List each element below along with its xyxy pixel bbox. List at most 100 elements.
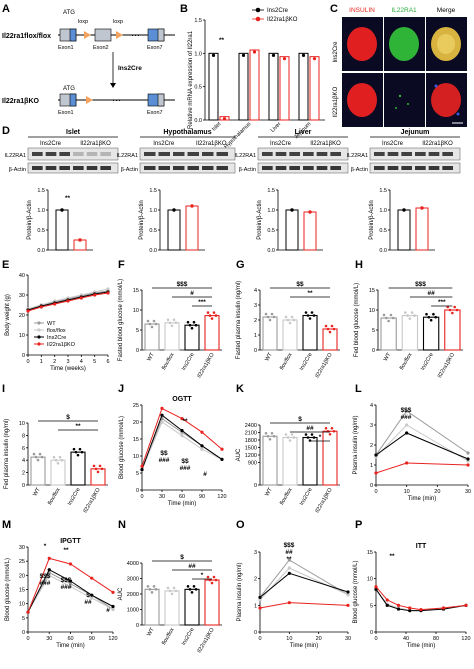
panelL-series-line-3 <box>375 462 469 474</box>
panelJ-point-2-1 <box>160 413 164 417</box>
panelP-title: ITT <box>416 543 427 550</box>
micro-ko-il22ra1 <box>384 73 425 127</box>
panel-d-group-ko-3: Il22ra1βKO <box>422 141 453 147</box>
panelG-ylabel: Fasted plasma insulin (ng/ml) <box>236 281 242 359</box>
panel-d-band-0-3 <box>73 152 84 156</box>
panelJ-point-3-3 <box>200 430 204 434</box>
islet-merge-2 <box>431 83 461 117</box>
panelE-ytick-label-1: 10 <box>19 333 25 339</box>
panelG-dot-3-0 <box>324 324 328 328</box>
panelK-category-0: WT <box>264 486 274 497</box>
panelG-dot-3-2 <box>328 330 332 334</box>
panelM-xtick-label-2: 60 <box>67 636 73 642</box>
panelO-xtick-label-2: 20 <box>316 636 322 642</box>
panel-d-2-ytick-label-3: 1.5 <box>267 188 275 194</box>
panel-l: 0 1 2 3 4 Plasma insulin (ng/ml) 0 10 20 30 Time (… <box>353 403 471 502</box>
panelH-dot-1-3 <box>410 311 414 314</box>
panel-label-g: G <box>236 259 245 271</box>
panelI-dot-3-2 <box>96 470 100 474</box>
panelF-dot-3-2 <box>210 317 214 320</box>
panelN-dot-3-1 <box>208 578 212 582</box>
panelJ-point-1-3 <box>200 447 204 451</box>
panel-d-band-1-3 <box>187 152 199 156</box>
panelE-xtick-label-5: 5 <box>93 359 96 365</box>
panelK-dot-3-4 <box>332 429 336 433</box>
panel-label-n: N <box>118 519 126 531</box>
panelO-xtick-label-0: 0 <box>258 636 261 642</box>
panelI-dot-1-0 <box>52 455 56 459</box>
panel-p: 0 5 10 15 Blood glucose (mmol/L) 0 40 80 120 Time… <box>353 543 471 649</box>
panel-h: 0 5 10 15 Fed blood glucose (mmol/L) WT flox/f… <box>354 281 463 379</box>
panelP-point-3-0 <box>374 585 378 589</box>
panelM-sig-3: ### <box>40 580 51 587</box>
panelP-sig-0: ** <box>389 553 395 560</box>
panelE-legend-marker-1 <box>37 328 41 332</box>
panelN-ytick-label-2: 2000 <box>127 592 139 598</box>
panelH-dot-0-0 <box>382 313 386 317</box>
panelH-ytick-label-3: 15 <box>369 288 375 294</box>
panel-d-band-0-5 <box>100 152 111 156</box>
panelM-title: IPGTT <box>60 538 81 545</box>
panel-j: 0 5 10 15 20 25 Blood glucose (mmol/L) 0 30 60 90 1… <box>119 396 227 507</box>
panelJ-point-3-2 <box>180 417 184 421</box>
panel-d-actin-band-0-4 <box>86 166 98 170</box>
panel-b-ylabel: Relative mRNA expression of Il22ra1 <box>188 30 194 129</box>
panelN-ytick-label-3: 3000 <box>127 577 139 583</box>
panelG-ytick-label-1: 1 <box>254 333 257 339</box>
panelO-point-2-1 <box>287 571 291 575</box>
panelK-ytick-label-2: 1200 <box>245 453 257 459</box>
panel-d-point-2-1 <box>308 210 312 214</box>
panelJ-point-3-1 <box>160 406 164 410</box>
panelJ-ylabel: Blood glucose (mmol/L) <box>119 416 125 479</box>
panelJ-sig-5: # <box>203 471 207 478</box>
panelM-point-2-1 <box>47 568 51 572</box>
panelF-dot-2-4 <box>194 323 198 327</box>
panelN-dot-0-3 <box>152 585 156 588</box>
panelI-bar-1 <box>50 459 66 486</box>
panel-d-band-3-5 <box>442 152 453 156</box>
flox-exon7-label: Exon7 <box>147 45 163 51</box>
panelI-sig-0: $ <box>66 414 70 421</box>
panel-d-bar-1-0 <box>167 209 181 251</box>
panelH-dot-2-0 <box>425 312 428 316</box>
panelO-ytick-label-3: 3 <box>254 550 257 556</box>
panelH-dot-1-0 <box>403 311 407 314</box>
panelG-sig-0: $$ <box>296 281 304 288</box>
ko-exon7-label: Exon7 <box>147 110 163 116</box>
panelP-point-3-5 <box>441 606 446 610</box>
panelG-sig-1: ** <box>307 290 313 297</box>
panelN-dot-2-2 <box>190 591 194 594</box>
panel-d-actin-band-1-4 <box>202 166 214 170</box>
panelG-dot-1-0 <box>284 315 288 319</box>
panelL-xtick-label-1: 10 <box>404 489 410 495</box>
panelO-ytick-label-1: 1 <box>254 603 257 609</box>
panel-d-3-ytick-label-3: 1.5 <box>379 188 387 194</box>
panelL-sig-0: $$$ <box>401 407 412 414</box>
panelO-xlabel: Time (min) <box>290 643 318 649</box>
panelI-category-2: Ins2Cre <box>67 487 82 507</box>
panelI-dot-0-4 <box>40 455 44 459</box>
panel-d-tissue-1: Hypothalamus <box>163 129 211 136</box>
panel-d-actin-band-1-2 <box>173 166 185 170</box>
panel-d-3-ytick-label-0: 0.0 <box>379 248 387 254</box>
panelG-dot-2-1 <box>306 314 310 317</box>
panelL-ylabel: Plasma insulin (ng/ml) <box>353 415 359 474</box>
panel-d-point-1-0 <box>172 208 176 212</box>
panelJ-ytick-label-0: 0 <box>136 488 139 494</box>
panelG-dot-0-4 <box>272 315 276 319</box>
panelP-point-3-4 <box>419 608 423 612</box>
panel-g: 0 1 2 3 4 Fasted plasma insulin (ng/ml) WT flox… <box>236 281 340 379</box>
panelP-ytick-label-0: 0 <box>370 630 373 636</box>
panelF-dot-3-1 <box>208 314 212 317</box>
panelL-series-line-2 <box>375 432 469 460</box>
panelH-dot-3-3 <box>453 305 456 309</box>
panelH-category-1: flox/flox <box>399 352 414 371</box>
panelE-xlabel: Time (weeks) <box>50 366 86 372</box>
panel-d-actin-band-2-4 <box>316 166 328 170</box>
panelL-point-3-0 <box>374 471 378 475</box>
panelK-category-3: Il22ra1βKO <box>315 486 335 514</box>
panelL-point-2-2 <box>466 457 470 461</box>
panelJ-xtick-label-4: 120 <box>217 494 226 500</box>
panelH-bar-1 <box>401 315 419 351</box>
panelI-ylabel: Fed plasma insulin (ng/ml) <box>4 419 10 489</box>
